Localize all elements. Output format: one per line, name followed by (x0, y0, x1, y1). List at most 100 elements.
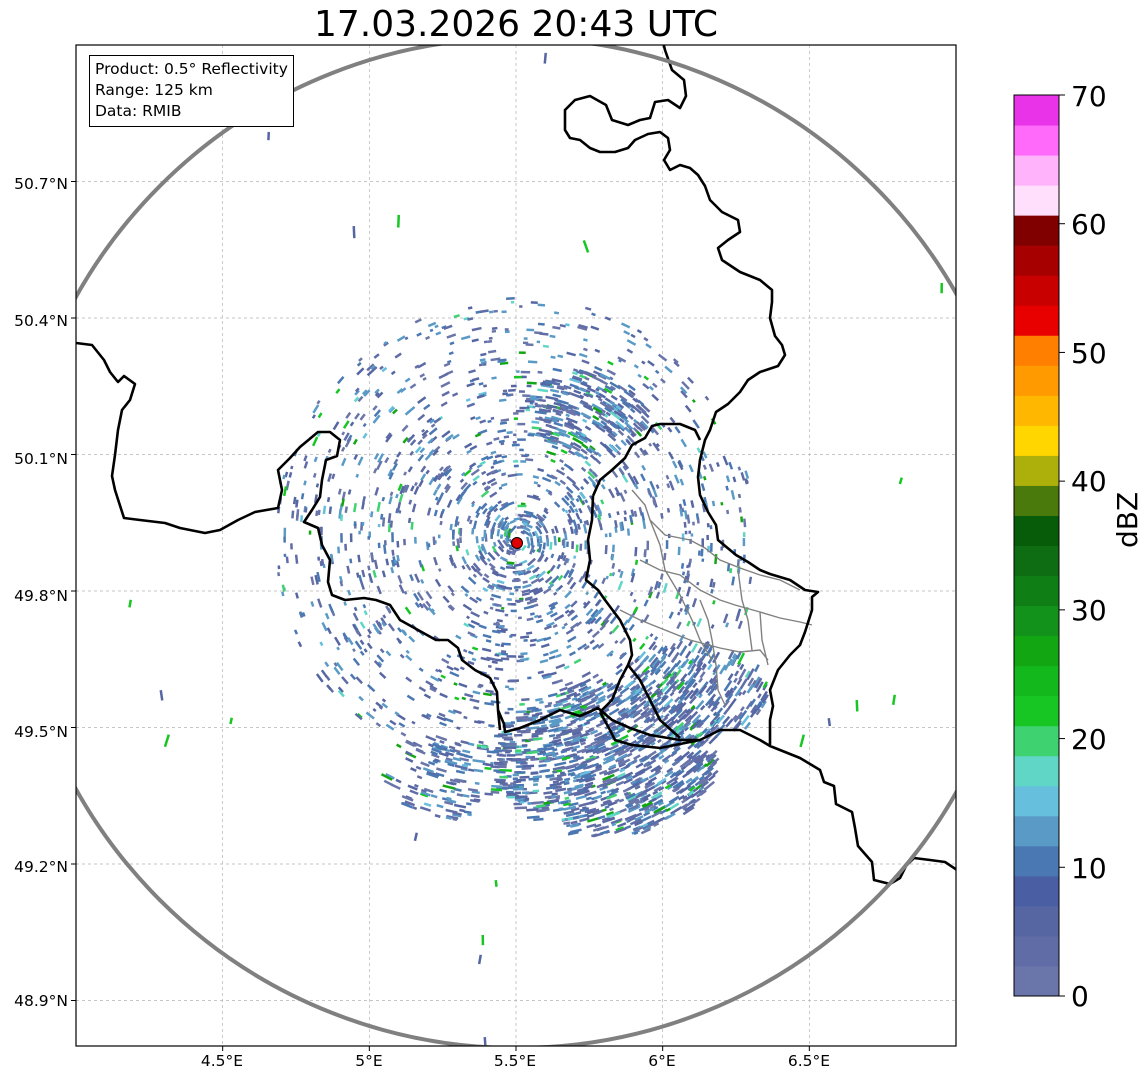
echo-cell (696, 655, 705, 668)
echo-cell (564, 603, 571, 610)
echo-cell (599, 441, 609, 450)
echo-cell (553, 741, 563, 746)
echo-cell (600, 484, 606, 490)
colorbar-segment (1014, 875, 1059, 907)
echo-cell (526, 381, 537, 385)
echo-cell (497, 517, 505, 527)
echo-cell (614, 526, 618, 533)
echo-cell (534, 410, 547, 415)
echo-cell (523, 337, 528, 340)
echo-cell (500, 644, 505, 648)
echo-cell (595, 697, 606, 705)
colorbar-tick-label: 10 (1071, 852, 1107, 885)
echo-cell (699, 704, 706, 711)
echo-cell (758, 681, 764, 689)
echo-cell (526, 328, 535, 332)
echo-cell (609, 749, 615, 754)
echo-cell (380, 773, 393, 781)
echo-cell (677, 665, 682, 670)
echo-cell (419, 373, 426, 378)
echo-cell (616, 725, 623, 731)
echo-cell (624, 421, 634, 431)
data-source-label: Data: RMIB (95, 102, 182, 120)
echo-cell (418, 686, 427, 693)
echo-cell (692, 687, 699, 695)
echo-cell (353, 606, 358, 612)
echo-cell (573, 555, 577, 560)
echo-cell (443, 464, 452, 474)
echo-cell (601, 733, 608, 739)
x-tick-label: 6°E (648, 1052, 676, 1070)
colorbar-tick-label: 50 (1071, 337, 1107, 370)
echo-cell (586, 813, 595, 819)
echo-cell (497, 500, 502, 505)
echo-cell (578, 496, 583, 501)
echo-cell (549, 799, 559, 804)
echo-cell (544, 704, 552, 708)
echo-cell (566, 576, 574, 586)
echo-cell (534, 614, 539, 619)
echo-cell (626, 819, 631, 824)
echo-cell (502, 586, 513, 590)
echo-cell (586, 823, 597, 829)
echo-cell (690, 500, 695, 508)
echo-cell (612, 431, 618, 437)
echo-cell (681, 721, 692, 732)
echo-cell (515, 409, 525, 413)
echo-cell (690, 789, 702, 799)
y-tick-label: 49.2°N (14, 858, 68, 876)
echo-cell (548, 717, 562, 724)
echo-cell (491, 593, 502, 599)
echo-cell (799, 734, 805, 748)
echo-cell (553, 382, 560, 386)
echo-cell (542, 674, 552, 680)
echo-cell (509, 635, 513, 638)
echo-cell (705, 685, 713, 694)
echo-cell (584, 376, 590, 381)
echo-cell (520, 762, 528, 765)
echo-cell (368, 572, 374, 584)
echo-cell (471, 338, 479, 343)
echo-cell (491, 376, 497, 380)
echo-cell (128, 599, 133, 608)
echo-cell (359, 639, 365, 646)
echo-cell (549, 388, 560, 394)
echo-cell (500, 501, 509, 507)
echo-cell (491, 583, 500, 589)
echo-cell (708, 463, 714, 473)
echo-cell (449, 671, 460, 678)
echo-cell (504, 516, 509, 521)
echo-cell (589, 639, 595, 645)
echo-cell (585, 447, 593, 454)
echo-cell (438, 712, 446, 718)
colorbar-segment (1014, 725, 1059, 757)
echo-cell (711, 500, 716, 507)
echo-cell (333, 666, 341, 676)
echo-cell (403, 590, 408, 595)
echo-cell (510, 602, 516, 606)
echo-cell (490, 790, 500, 794)
echo-cell (625, 793, 636, 800)
echo-cell (499, 421, 508, 425)
echo-cell (530, 537, 534, 548)
echo-cell (600, 499, 605, 505)
echo-cell (568, 792, 575, 797)
echo-cell (611, 404, 621, 412)
echo-cell (442, 595, 450, 604)
echo-cell (453, 787, 462, 792)
echo-cell (389, 719, 397, 726)
echo-cell (643, 336, 649, 342)
echo-cell (537, 543, 543, 553)
echo-cell (676, 681, 685, 691)
echo-cell (696, 617, 703, 628)
echo-cell (467, 813, 472, 817)
echo-cell (622, 401, 630, 408)
echo-cell (472, 520, 478, 530)
echo-cell (649, 667, 658, 676)
echo-cell (493, 507, 499, 513)
colorbar-frame (1013, 94, 1060, 997)
echo-cell (590, 608, 599, 618)
echo-cell (397, 214, 400, 228)
echo-cell (664, 784, 672, 790)
echo-cell (692, 765, 702, 774)
